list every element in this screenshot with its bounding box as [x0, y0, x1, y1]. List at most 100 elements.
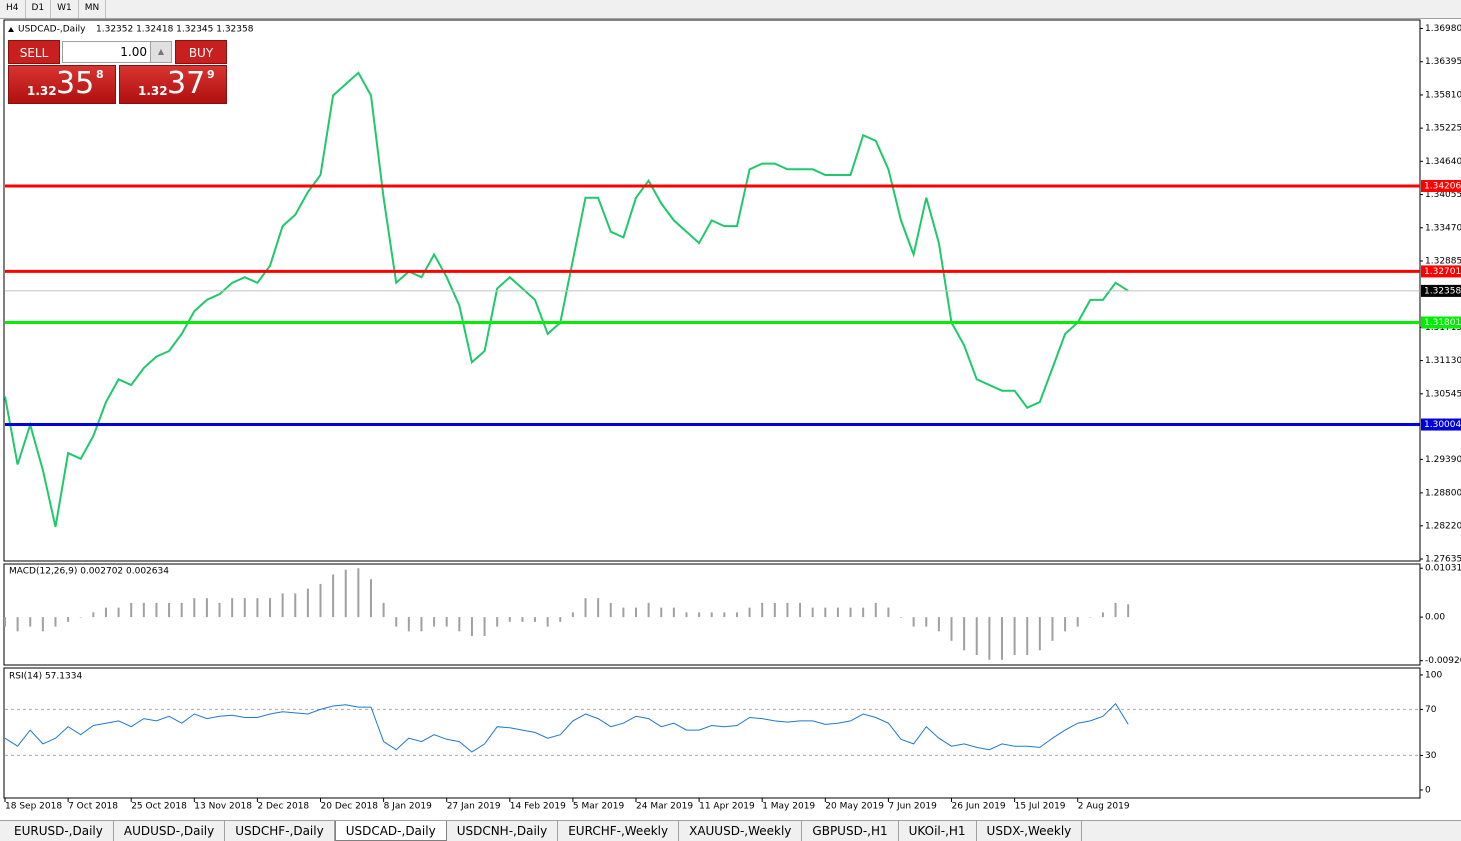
macd-bar — [332, 574, 335, 618]
chart-tab[interactable]: GBPUSD-,H1 — [802, 821, 899, 841]
y-tick-label: 1.36395 — [1425, 57, 1461, 67]
macd-bar — [344, 569, 347, 618]
rsi-title: RSI(14) 57.1334 — [9, 672, 82, 682]
chart-title: USDCAD-,Daily — [18, 25, 86, 35]
level-label: 1.30004 — [1424, 420, 1461, 430]
sell-button[interactable]: SELL — [8, 40, 60, 64]
price-prefix: 1.32 — [138, 84, 168, 98]
level-label: 1.32701 — [1424, 267, 1461, 277]
level-label: 1.31801 — [1424, 318, 1461, 328]
x-tick-label: 15 Jul 2019 — [1015, 802, 1066, 812]
timeframe-button[interactable]: W1 — [51, 0, 79, 18]
macd-bar — [925, 617, 928, 627]
chart-tab[interactable]: XAUUSD-,Weekly — [679, 821, 803, 841]
lot-up[interactable]: ▲ — [150, 41, 172, 63]
macd-bar — [67, 617, 70, 622]
x-tick-label: 7 Oct 2018 — [68, 802, 118, 812]
level-label-box — [1421, 316, 1461, 329]
x-tick-label: 14 Feb 2019 — [510, 802, 566, 812]
macd-bar — [369, 579, 372, 618]
x-tick-label: 25 Oct 2018 — [131, 802, 187, 812]
macd-bar — [622, 607, 625, 618]
macd-bar — [534, 617, 537, 622]
chart-tab[interactable]: USDX-,Weekly — [977, 821, 1083, 841]
chart-subtitle: 1.32352 1.32418 1.32345 1.32358 — [96, 25, 254, 35]
macd-bar — [786, 602, 789, 618]
timeframe-button[interactable]: D1 — [26, 0, 52, 18]
macd-bar — [900, 617, 903, 618]
chart-tab[interactable]: USDCAD-,Daily — [334, 821, 447, 841]
macd-bar — [4, 617, 6, 627]
level-label: 1.34206 — [1424, 181, 1461, 191]
price-sup: 9 — [207, 68, 215, 81]
rsi-line — [4, 702, 1129, 753]
macd-bar — [811, 607, 814, 618]
collapse-icon — [8, 27, 14, 32]
buy-button[interactable]: BUY — [175, 40, 227, 64]
macd-bar — [521, 617, 524, 622]
x-tick-label: 20 May 2019 — [825, 802, 884, 812]
price-big: 37 — [167, 66, 206, 101]
macd-bar — [1000, 617, 1003, 660]
macd-bar — [433, 617, 436, 627]
macd-bar — [117, 607, 120, 618]
macd-bar — [887, 607, 890, 618]
chart-tab[interactable]: AUDUSD-,Daily — [114, 821, 226, 841]
price-big: 35 — [56, 66, 95, 101]
macd-bar — [1026, 617, 1029, 656]
macd-bar — [445, 617, 448, 627]
macd-bar — [395, 617, 398, 627]
macd-bar — [142, 602, 145, 618]
current-price-label: 1.32358 — [1424, 286, 1461, 296]
chart-tab[interactable]: UKOil-,H1 — [899, 821, 977, 841]
y-tick-label: 1.35225 — [1425, 124, 1461, 134]
level-label-box — [1421, 418, 1461, 431]
chart-tab[interactable]: USDCNH-,Daily — [447, 821, 559, 841]
sell-price[interactable]: 1.32 35 8 — [8, 65, 116, 104]
y-tick-label: 1.34640 — [1425, 157, 1461, 167]
x-tick-label: 2 Dec 2018 — [257, 802, 309, 812]
macd-bar — [79, 617, 82, 618]
macd-bar — [420, 617, 423, 632]
macd-bar — [735, 612, 738, 618]
macd-bar — [382, 602, 385, 618]
x-tick-label: 18 Sep 2018 — [5, 802, 62, 812]
macd-bar — [180, 602, 183, 618]
chart-tab[interactable]: EURUSD-,Daily — [4, 821, 114, 841]
y-tick-label: 1.27635 — [1425, 555, 1461, 565]
macd-bar — [218, 602, 221, 618]
y-tick-label: 0 — [1425, 785, 1431, 795]
y-tick-label: 0.00 — [1425, 613, 1445, 623]
macd-bar — [29, 617, 32, 627]
chart-tab[interactable]: EURCHF-,Weekly — [558, 821, 680, 841]
macd-bar — [1051, 617, 1054, 641]
macd-bar — [104, 607, 107, 618]
macd-bar — [483, 617, 486, 637]
macd-bar — [243, 598, 246, 618]
macd-bar — [130, 602, 133, 618]
macd-panel — [3, 563, 1421, 666]
macd-bar — [155, 602, 158, 618]
macd-bar — [256, 598, 259, 618]
chart-tabs: EURUSD-,Daily AUDUSD-,Daily USDCHF-,Daily U… — [0, 820, 1461, 841]
timeframe-button[interactable]: H4 — [0, 0, 26, 18]
macd-bar — [1076, 617, 1079, 627]
x-tick-label: 20 Dec 2018 — [321, 802, 379, 812]
macd-bar — [571, 612, 574, 618]
macd-bar — [950, 617, 953, 641]
buy-price[interactable]: 1.32 37 9 — [119, 65, 227, 104]
macd-bar — [319, 583, 322, 618]
macd-bar — [496, 617, 499, 627]
current-price-box — [1421, 284, 1461, 297]
macd-bar — [723, 612, 726, 618]
macd-bar — [660, 607, 663, 618]
macd-bar — [205, 598, 208, 618]
x-tick-label: 11 Apr 2019 — [699, 802, 755, 812]
macd-bar — [193, 598, 196, 618]
y-tick-label: 1.28800 — [1425, 488, 1461, 498]
y-tick-label: 100 — [1425, 670, 1442, 680]
price-sup: 8 — [96, 68, 104, 81]
y-tick-label: 1.32885 — [1425, 256, 1461, 266]
chart-tab[interactable]: USDCHF-,Daily — [225, 821, 335, 841]
timeframe-button[interactable]: MN — [79, 0, 107, 18]
